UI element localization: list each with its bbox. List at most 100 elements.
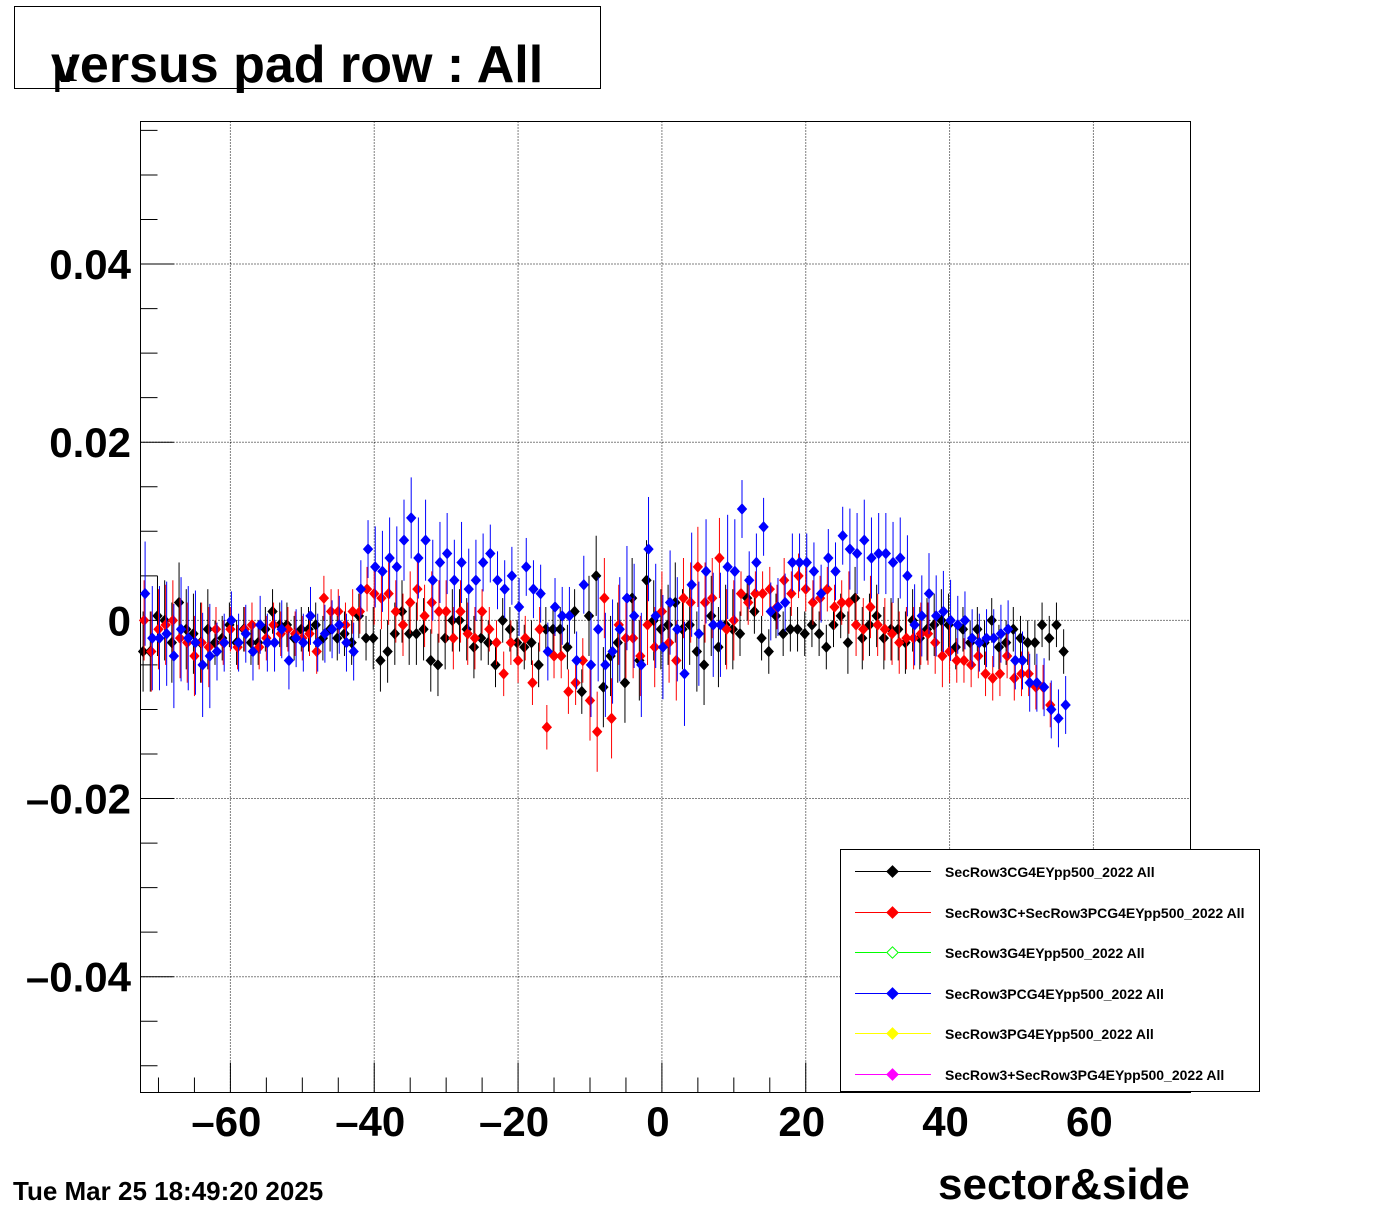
data-point <box>643 543 654 555</box>
data-point <box>756 632 767 644</box>
y-tick-label: 0.04 <box>49 241 131 288</box>
data-point <box>578 578 589 591</box>
data-point <box>420 534 431 546</box>
data-point <box>456 556 467 569</box>
data-point <box>736 503 748 515</box>
data-point <box>801 556 812 569</box>
data-point <box>521 561 532 573</box>
data-point <box>1053 712 1064 725</box>
data-point <box>758 521 769 533</box>
data-point <box>986 614 997 627</box>
data-point <box>922 627 934 640</box>
data-point <box>937 650 948 662</box>
data-point <box>1060 699 1071 711</box>
data-point <box>806 619 818 631</box>
data-point <box>873 547 884 560</box>
data-point <box>698 659 710 671</box>
data-point <box>995 627 1007 640</box>
legend-label: SecRow3CG4EYpp500_2022 All <box>945 864 1155 880</box>
data-point <box>951 654 962 667</box>
data-point <box>571 654 582 667</box>
y-tick-label: 0 <box>108 597 131 644</box>
data-point <box>247 645 259 658</box>
data-point <box>708 619 719 631</box>
data-point <box>987 672 998 685</box>
data-point <box>354 605 366 618</box>
data-point <box>691 645 703 658</box>
data-point <box>965 659 977 671</box>
data-point <box>902 570 913 582</box>
legend-marker <box>886 905 899 919</box>
data-point <box>204 650 215 662</box>
data-point <box>808 565 820 578</box>
data-point <box>1038 681 1050 693</box>
data-point <box>706 610 717 622</box>
data-point <box>641 574 652 587</box>
data-point <box>859 534 870 546</box>
legend-marker <box>886 986 899 1000</box>
data-point <box>432 659 444 671</box>
data-point <box>972 623 983 636</box>
data-point <box>729 565 740 578</box>
data-point <box>916 610 927 622</box>
data-point <box>1009 672 1020 685</box>
data-point <box>377 565 388 578</box>
data-point <box>492 574 503 587</box>
data-point <box>865 601 876 613</box>
data-point <box>764 583 775 595</box>
data-point <box>828 619 839 631</box>
data-point <box>405 596 416 609</box>
data-point <box>384 552 395 564</box>
x-tick-label: 0 <box>646 1098 669 1145</box>
data-point <box>267 605 278 618</box>
data-point <box>491 636 502 649</box>
data-point <box>1046 703 1057 716</box>
data-point <box>312 636 323 649</box>
tick-labels: –60 –40 –20 0 20 40 60 –0.04 –0.02 0 0.02 0.04 <box>26 241 1113 1145</box>
data-point <box>268 619 279 631</box>
series-4 <box>139 477 1071 748</box>
data-point <box>406 512 417 524</box>
data-point <box>137 645 149 658</box>
data-point <box>326 623 338 636</box>
data-point <box>341 636 352 649</box>
data-point <box>168 650 180 662</box>
data-point <box>570 676 581 689</box>
data-point <box>533 659 544 671</box>
data-point <box>190 636 201 649</box>
data-point <box>994 668 1006 680</box>
data-point <box>226 614 237 627</box>
data-point <box>454 614 465 627</box>
data-point <box>1051 619 1062 631</box>
data-point <box>1010 654 1021 667</box>
data-point <box>382 645 393 658</box>
data-point <box>355 583 367 595</box>
data-point <box>564 610 575 622</box>
legend-label: SecRow3PCG4EYpp500_2022 All <box>945 985 1164 1002</box>
data-point <box>468 641 480 653</box>
data-point <box>375 654 386 667</box>
data-point <box>368 632 379 644</box>
data-point <box>485 547 496 560</box>
data-point <box>886 627 898 640</box>
data-point <box>325 605 337 618</box>
data-point <box>477 556 489 569</box>
data-point <box>225 623 236 636</box>
legend-entry: SecRow3CG4EYpp500_2022 All <box>841 862 1259 882</box>
legend-label: SecRow3+SecRow3PG4EYpp500_2022 All <box>945 1066 1225 1083</box>
data-point <box>707 592 718 604</box>
data-point <box>183 632 194 644</box>
data-point <box>347 605 358 618</box>
data-point <box>908 632 919 644</box>
data-point <box>548 650 560 662</box>
data-point <box>734 627 746 640</box>
data-point <box>449 574 460 587</box>
data-point <box>850 619 862 631</box>
data-point <box>563 685 574 698</box>
data-point <box>757 587 768 600</box>
data-point <box>413 552 424 564</box>
legend-marker <box>886 1067 899 1081</box>
data-point <box>418 623 429 636</box>
data-point <box>607 645 618 658</box>
